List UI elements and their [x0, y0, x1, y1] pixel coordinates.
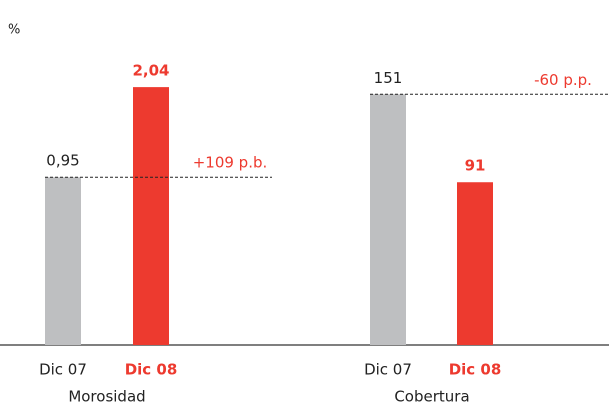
value-label: 0,95: [46, 152, 79, 170]
value-label: 91: [465, 157, 486, 175]
x-tick-label: Dic 08: [449, 361, 502, 379]
bar: [133, 87, 169, 345]
annotation: -60 p.p.: [534, 71, 592, 89]
annotation: +109 p.b.: [193, 154, 268, 172]
bar: [45, 177, 81, 345]
x-tick-label: Dic 07: [364, 361, 412, 379]
x-tick-label: Dic 07: [39, 361, 87, 379]
value-label: 151: [374, 69, 403, 87]
unit-label: %: [8, 23, 20, 38]
value-label: 2,04: [132, 62, 169, 80]
bar: [457, 182, 493, 345]
x-tick-label: Dic 08: [125, 361, 178, 379]
group-title: Morosidad: [68, 388, 145, 406]
group-title: Cobertura: [394, 388, 469, 406]
bar: [370, 94, 406, 345]
